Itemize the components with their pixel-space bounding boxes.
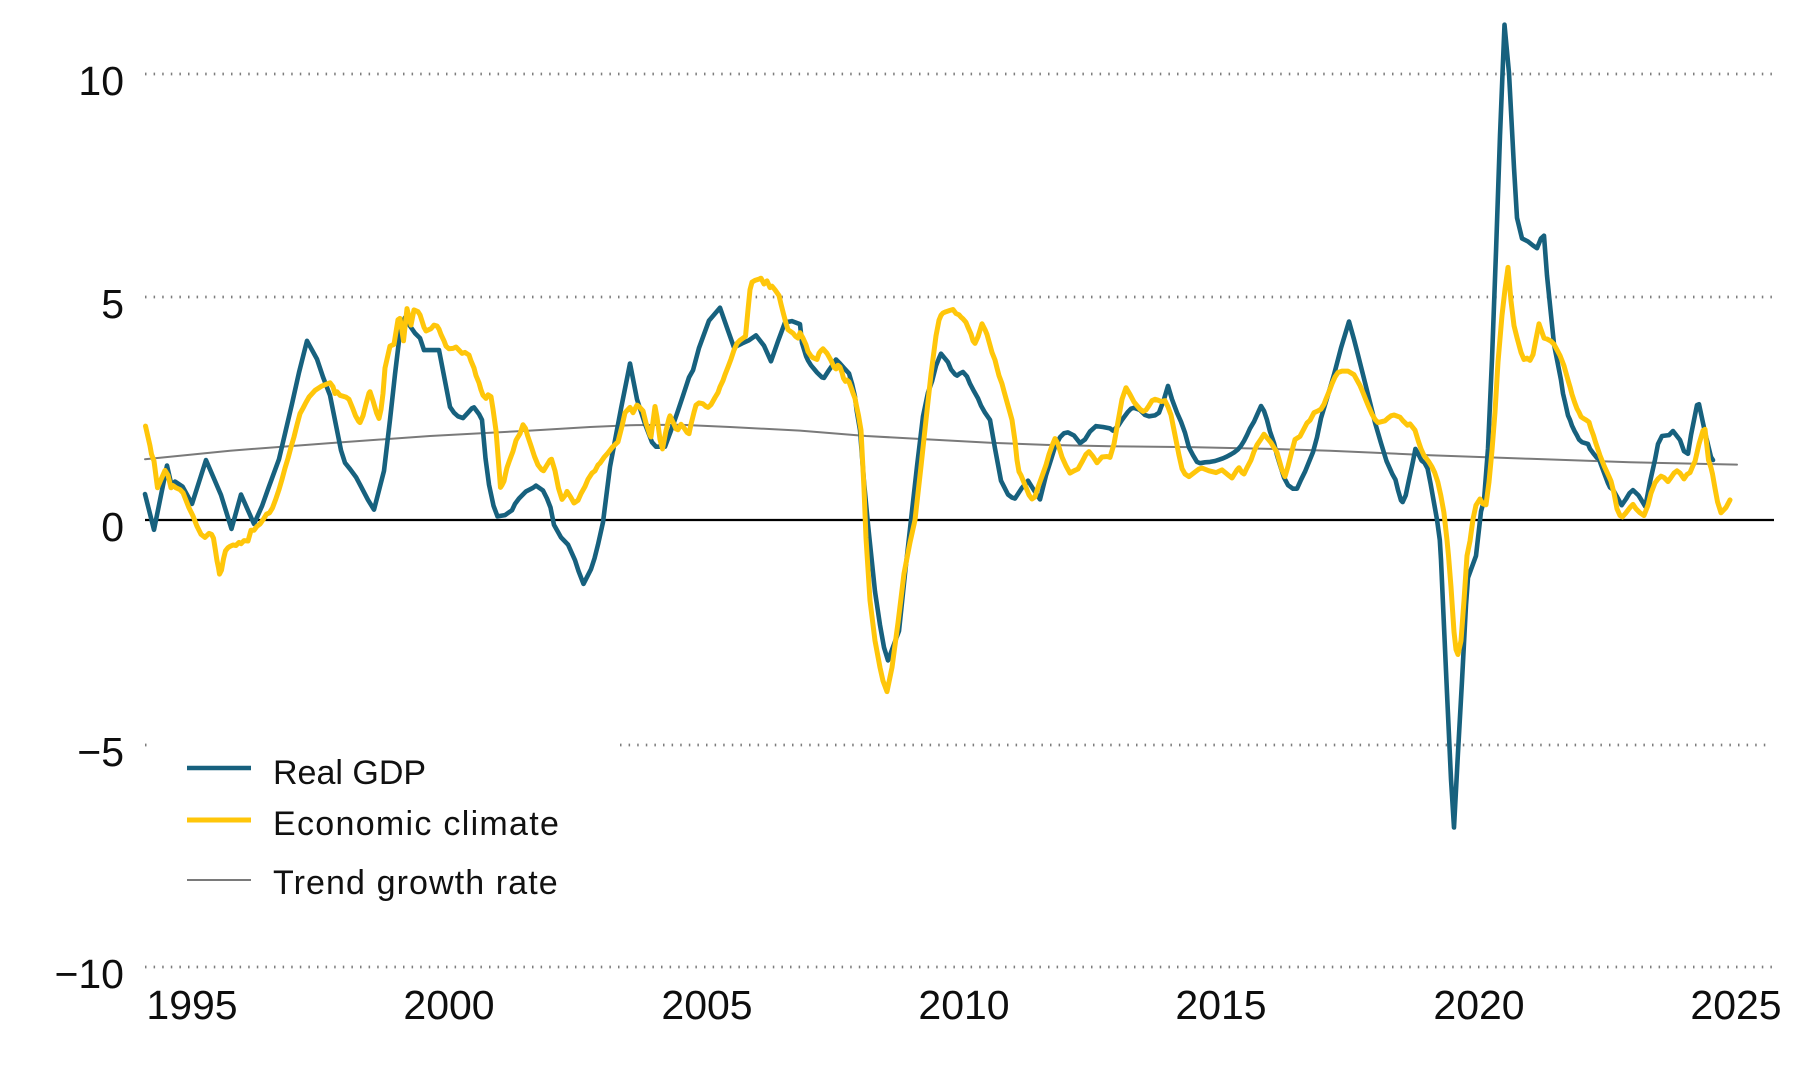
svg-text:−5: −5 <box>77 729 124 775</box>
svg-text:0: 0 <box>101 504 124 550</box>
svg-text:2000: 2000 <box>403 982 494 1028</box>
svg-text:5: 5 <box>101 281 124 327</box>
svg-text:10: 10 <box>78 58 124 104</box>
svg-text:Economic climate: Economic climate <box>273 805 560 843</box>
svg-text:2020: 2020 <box>1433 982 1524 1028</box>
svg-text:−10: −10 <box>54 951 124 997</box>
svg-text:2010: 2010 <box>918 982 1009 1028</box>
svg-text:2025: 2025 <box>1690 982 1781 1028</box>
svg-text:Real GDP: Real GDP <box>273 754 426 792</box>
svg-text:2015: 2015 <box>1175 982 1266 1028</box>
svg-text:2005: 2005 <box>661 982 752 1028</box>
svg-text:Trend growth rate: Trend growth rate <box>273 864 559 902</box>
svg-text:1995: 1995 <box>146 982 237 1028</box>
